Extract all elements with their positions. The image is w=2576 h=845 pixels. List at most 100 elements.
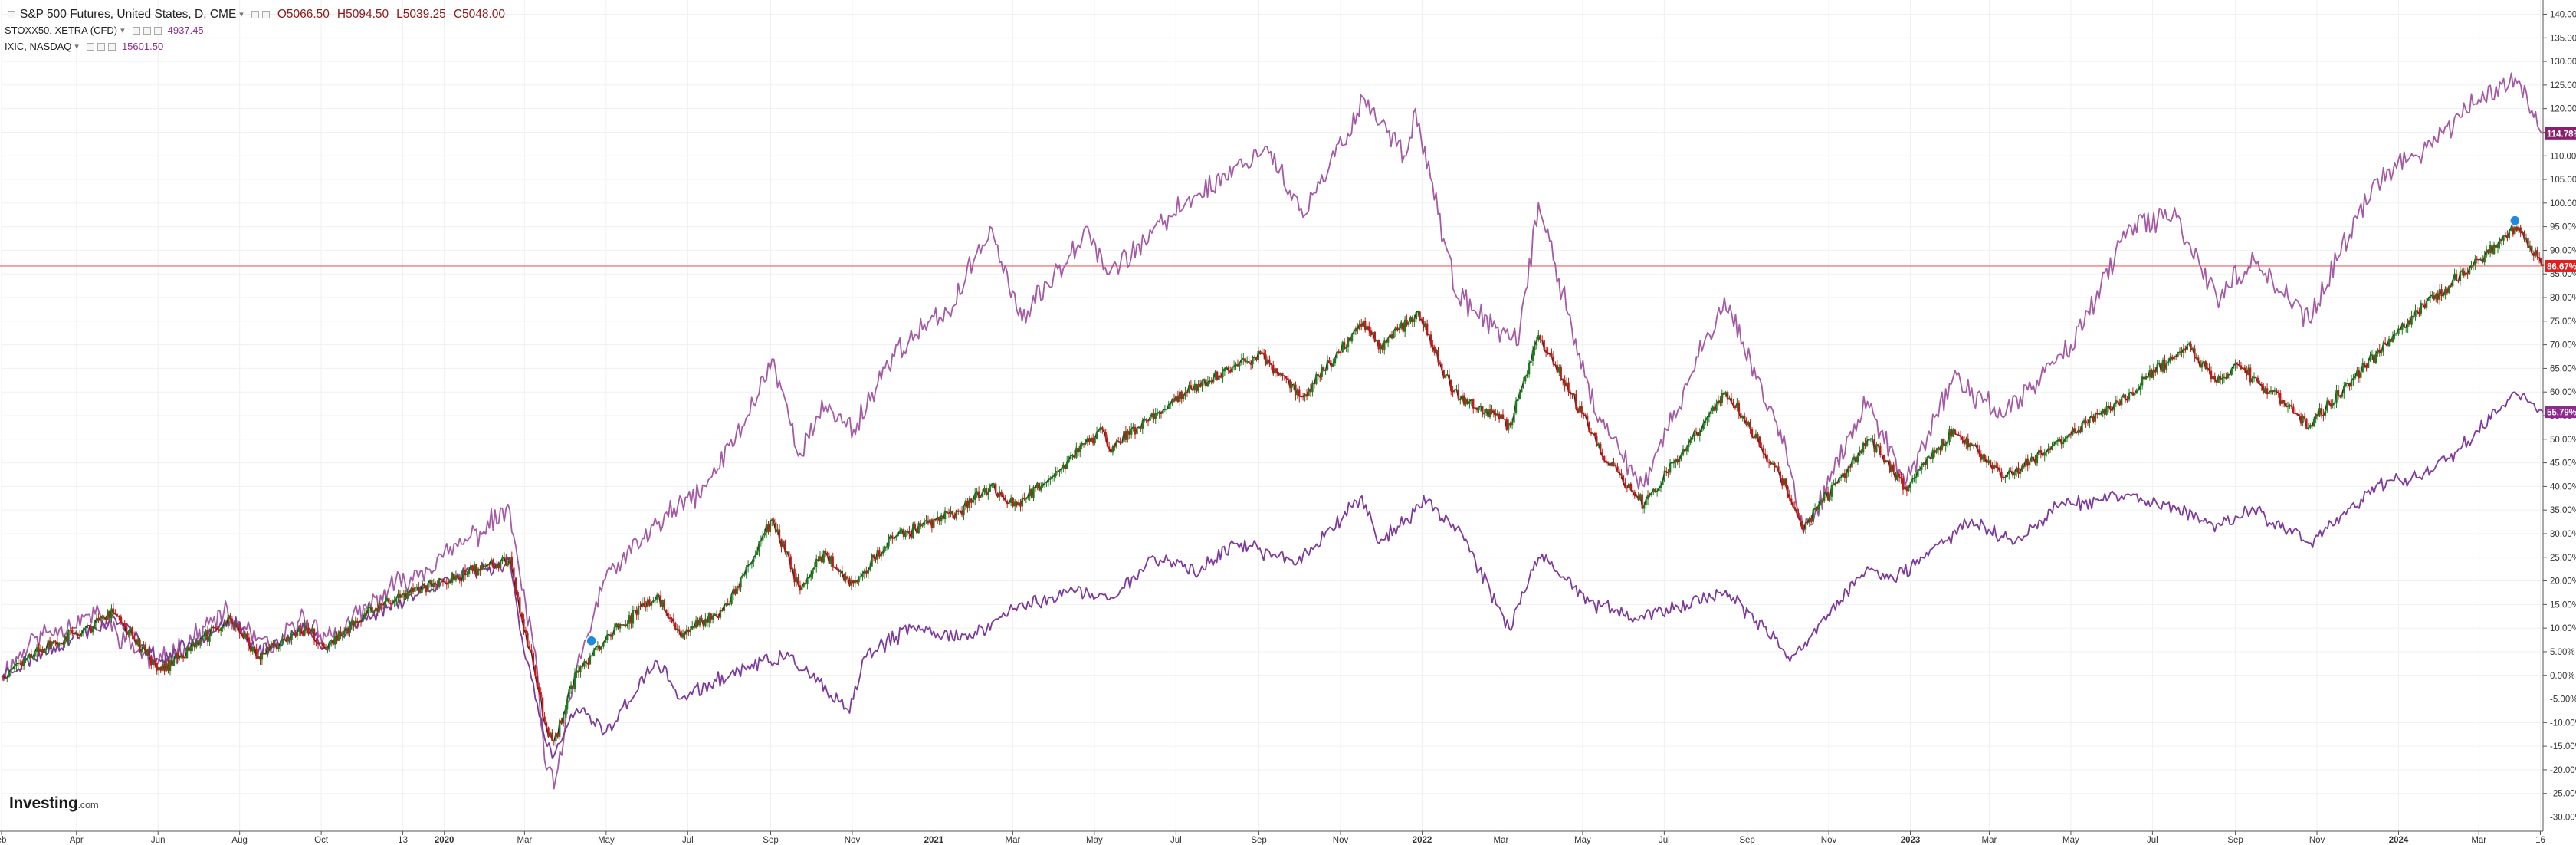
candle-body xyxy=(2478,259,2480,261)
candle-body xyxy=(1214,371,1216,379)
candle-body xyxy=(2234,363,2236,366)
candle-body xyxy=(2223,377,2226,379)
candle-body xyxy=(2348,383,2351,387)
candle-body xyxy=(1141,420,1144,429)
settings-icon[interactable] xyxy=(97,42,105,51)
candle-body xyxy=(872,554,875,558)
candle-body xyxy=(963,506,965,515)
candle-body xyxy=(1943,439,1945,446)
candle-body xyxy=(1744,416,1746,420)
candle-body xyxy=(921,524,924,527)
candle-body xyxy=(2416,310,2419,312)
candle-body xyxy=(2452,280,2454,287)
candle-body xyxy=(171,660,173,666)
candle-body xyxy=(684,633,686,635)
candle-body xyxy=(2255,377,2257,379)
candle-body xyxy=(402,593,405,595)
chevron-down-icon[interactable]: ▾ xyxy=(120,26,125,35)
candle-body xyxy=(719,610,722,618)
chevron-down-icon[interactable]: ▾ xyxy=(74,42,79,51)
candle-body xyxy=(15,663,18,666)
candle-body xyxy=(2173,356,2175,360)
candle-body xyxy=(1242,358,1245,360)
candle-body xyxy=(1439,362,1442,364)
candle-body xyxy=(2279,393,2282,404)
legend-row-ixic[interactable]: IXIC, NASDAQ ▾ 15601.50 xyxy=(5,38,513,54)
candle-body xyxy=(734,588,737,594)
candle-body xyxy=(341,635,343,636)
candle-body xyxy=(908,531,911,534)
candle-body xyxy=(957,510,960,512)
collapse-icon[interactable] xyxy=(8,10,15,18)
candle-body xyxy=(549,732,552,737)
candle-body xyxy=(1175,396,1177,402)
candle-body xyxy=(1978,449,1980,454)
y-axis[interactable]: 140.00%135.00%130.00%125.00%120.00%115.0… xyxy=(2542,0,2576,831)
candle-body xyxy=(479,568,481,570)
candle-body xyxy=(996,493,999,497)
candle-body xyxy=(1513,413,1515,422)
settings-icon[interactable] xyxy=(143,26,151,35)
candle-body xyxy=(2397,328,2400,334)
candle-body xyxy=(464,570,467,575)
candle-body xyxy=(1330,363,1333,367)
candle-body xyxy=(1747,422,1750,425)
candle-body xyxy=(1698,432,1701,436)
visibility-icon[interactable] xyxy=(132,26,140,35)
candle-body xyxy=(45,649,48,650)
candle-body xyxy=(1479,406,1482,408)
candle-body xyxy=(2425,301,2428,308)
close-icon[interactable] xyxy=(261,10,270,18)
candle-body xyxy=(1127,430,1129,440)
candle-body xyxy=(2062,442,2065,445)
candle-body xyxy=(1579,406,1581,413)
candle-body xyxy=(1265,354,1267,365)
candle-body xyxy=(1343,341,1346,349)
candle-body xyxy=(1085,442,1087,445)
close-icon[interactable] xyxy=(107,42,116,51)
legend-row-sp500[interactable]: S&P 500 Futures, United States, D, CME ▾… xyxy=(5,6,513,22)
candle-body xyxy=(2444,289,2446,296)
candle-body xyxy=(937,517,939,520)
candle-body xyxy=(540,692,542,698)
x-tick-label: Mar xyxy=(2471,836,2486,845)
y-tick-label: 50.00% xyxy=(2550,436,2576,445)
candle-body xyxy=(2429,296,2432,298)
x-tick-label: Sep xyxy=(2227,836,2243,845)
candle-body xyxy=(1462,395,1465,405)
candle-body xyxy=(959,510,961,512)
candle-body xyxy=(750,562,753,564)
chevron-down-icon[interactable]: ▾ xyxy=(239,10,244,19)
candle-body xyxy=(2506,235,2509,238)
close-icon[interactable] xyxy=(153,26,162,35)
candle-body xyxy=(2446,289,2449,293)
x-axis[interactable]: eb Apr Jun Aug Oct 13 2020 Mar May Jul Sep Nov 2021 M… xyxy=(0,830,2545,845)
candle-body xyxy=(2242,367,2244,369)
candle-body xyxy=(1322,367,1325,371)
candle-body xyxy=(2249,367,2252,383)
candle-body xyxy=(486,564,489,567)
candle-body xyxy=(1957,434,1960,436)
candle-body xyxy=(267,647,269,654)
candle-body xyxy=(1304,394,1306,397)
candle-body xyxy=(1952,429,1954,437)
visibility-icon[interactable] xyxy=(86,42,94,51)
candle-body xyxy=(826,552,829,556)
candle-body xyxy=(1724,392,1727,395)
settings-icon[interactable] xyxy=(251,10,259,18)
candle-body xyxy=(2377,349,2379,354)
legend-row-stoxx[interactable]: STOXX50, XETRA (CFD) ▾ 4937.45 xyxy=(5,22,513,38)
candle-body xyxy=(694,620,697,628)
candle-body xyxy=(363,613,366,619)
candle-body xyxy=(77,633,79,635)
candle-body xyxy=(765,524,768,533)
candle-body xyxy=(1702,422,1705,429)
candle-body xyxy=(1676,459,1679,462)
price-badge xyxy=(2545,406,2576,419)
candle-body xyxy=(573,673,576,689)
candle-body xyxy=(2019,471,2022,474)
candle-body xyxy=(431,580,433,587)
candle-body xyxy=(2154,369,2157,373)
x-tick-label: Nov xyxy=(2309,836,2325,845)
